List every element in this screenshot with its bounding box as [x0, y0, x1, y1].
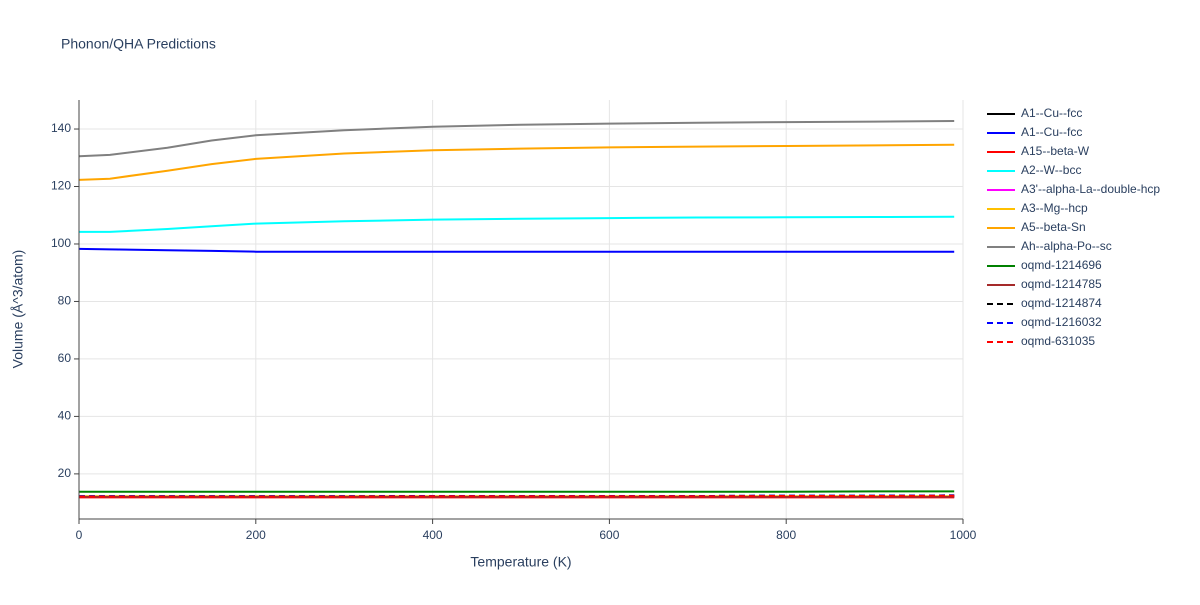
- legend-label: A3--Mg--hcp: [1021, 201, 1088, 215]
- y-axis-title: Volume (Å^3/atom): [10, 250, 26, 369]
- x-tick-label: 400: [423, 528, 443, 542]
- legend-label: A3'--alpha-La--double-hcp: [1021, 182, 1160, 196]
- series-line: [79, 145, 954, 180]
- legend-label: oqmd-1216032: [1021, 315, 1102, 329]
- y-tick-label: 100: [51, 236, 71, 250]
- x-axis-title: Temperature (K): [470, 554, 571, 570]
- legend-label: oqmd-1214696: [1021, 258, 1102, 272]
- legend-label: A1--Cu--fcc: [1021, 106, 1082, 120]
- x-tick-label: 0: [76, 528, 83, 542]
- legend-label: A15--beta-W: [1021, 144, 1090, 158]
- x-tick-label: 200: [246, 528, 266, 542]
- legend-label: Ah--alpha-Po--sc: [1021, 239, 1112, 253]
- y-tick-label: 40: [58, 409, 72, 423]
- legend-label: oqmd-631035: [1021, 334, 1095, 348]
- series-line: [79, 217, 954, 232]
- y-tick-label: 120: [51, 179, 71, 193]
- series-line: [79, 249, 954, 252]
- legend-label: A1--Cu--fcc: [1021, 125, 1082, 139]
- axes: 0 200 400 600 800 1000 20 40 60 80 100 120 140: [51, 100, 977, 542]
- legend-label: A5--beta-Sn: [1021, 220, 1086, 234]
- legend-label: oqmd-1214785: [1021, 277, 1102, 291]
- legend: A1--Cu--fcc A1--Cu--fcc A15--beta-W A2--W--…: [987, 106, 1160, 348]
- y-tick-label: 60: [58, 351, 72, 365]
- plot-area: [79, 121, 954, 497]
- legend-label: oqmd-1214874: [1021, 296, 1102, 310]
- x-tick-label: 600: [599, 528, 619, 542]
- y-tick-label: 80: [58, 294, 72, 308]
- x-tick-label: 800: [776, 528, 796, 542]
- chart-title: Phonon/QHA Predictions: [61, 36, 216, 52]
- grid: [79, 100, 963, 519]
- series-line: [79, 121, 954, 156]
- legend-label: A2--W--bcc: [1021, 163, 1081, 177]
- y-tick-label: 140: [51, 121, 71, 135]
- y-tick-label: 20: [58, 466, 72, 480]
- x-tick-label: 1000: [950, 528, 977, 542]
